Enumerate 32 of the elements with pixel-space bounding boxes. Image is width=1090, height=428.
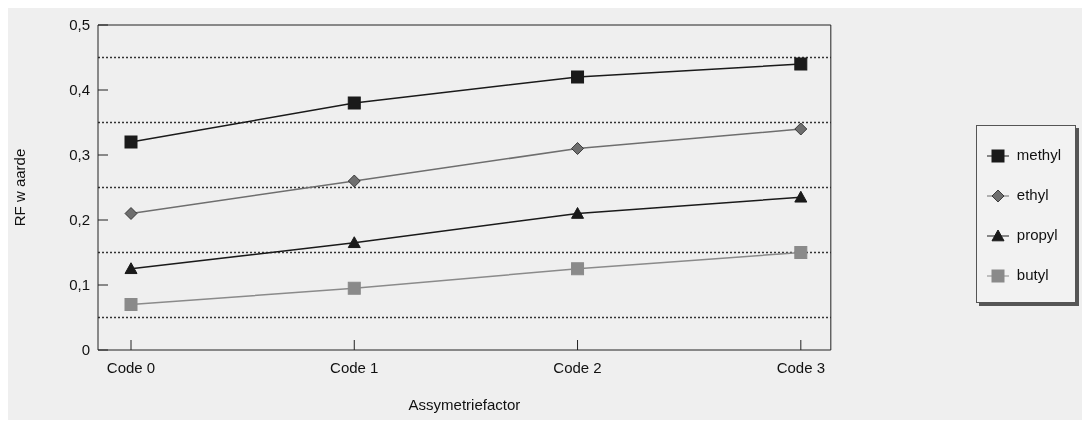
point xyxy=(794,122,808,136)
legend-label: methyl xyxy=(1016,145,1061,163)
point xyxy=(794,57,808,71)
x-tick-label: Code 1 xyxy=(330,358,379,376)
x-tick-label: Code 0 xyxy=(106,358,156,376)
x-tick-label: Code 2 xyxy=(553,358,602,376)
point xyxy=(124,207,138,220)
point xyxy=(571,207,585,219)
y-tick-label: 0,2 xyxy=(69,211,90,229)
point xyxy=(124,135,138,149)
point xyxy=(347,281,361,295)
y-tick-label: 0 xyxy=(81,341,90,359)
y-tick-label: 0,1 xyxy=(69,276,90,294)
y-tick-label: 0,5 xyxy=(69,16,90,34)
point xyxy=(347,236,361,249)
x-axis-title: Assymetriefactor xyxy=(408,396,521,413)
point xyxy=(794,246,808,259)
point xyxy=(124,298,138,311)
point xyxy=(794,190,808,203)
point xyxy=(571,142,584,155)
y-axis-title: RF w aarde xyxy=(11,148,29,227)
y-tick-label: 0,3 xyxy=(69,146,90,164)
legend-label: propyl xyxy=(1016,225,1058,243)
legend-label: butyl xyxy=(1016,265,1049,283)
point xyxy=(571,70,585,84)
point xyxy=(347,96,361,110)
legend-label: ethyl xyxy=(1016,185,1049,203)
point xyxy=(571,262,585,276)
x-tick-label: Code 3 xyxy=(776,358,825,376)
point xyxy=(347,174,361,188)
point xyxy=(124,262,138,275)
y-tick-label: 0,4 xyxy=(69,81,90,99)
